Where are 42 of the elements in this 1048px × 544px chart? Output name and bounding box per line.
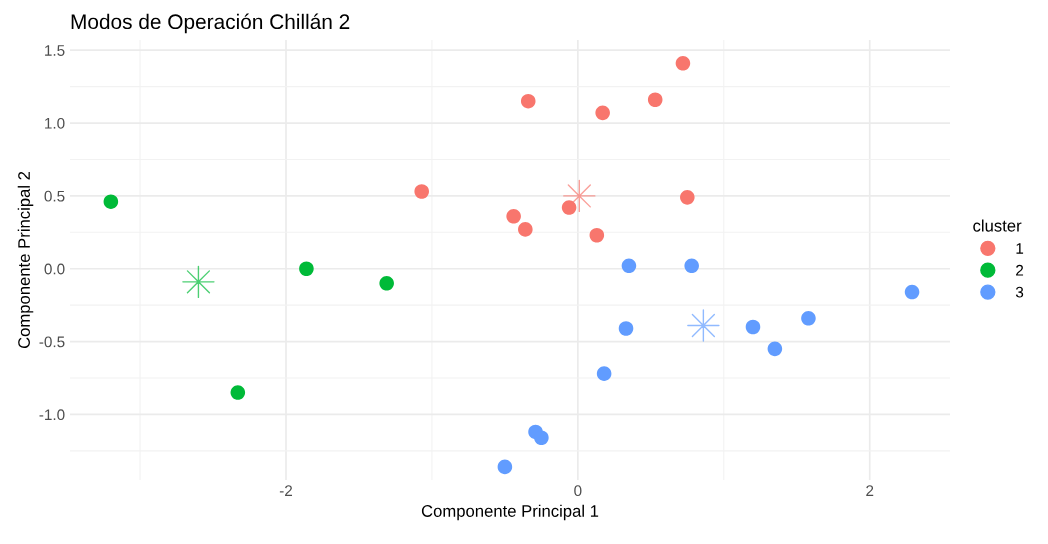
point	[647, 92, 663, 108]
point	[596, 366, 612, 381]
legend-label: 2	[1016, 264, 1024, 276]
point	[563, 179, 596, 213]
point	[299, 261, 314, 277]
y-axis-title: Componente Principal 2	[17, 171, 34, 349]
legend-label: 1	[1016, 243, 1024, 254]
point	[497, 459, 513, 475]
legend-label: 3	[1015, 286, 1024, 298]
point	[767, 341, 783, 357]
y-tick-label: 0.5	[44, 190, 65, 202]
point	[561, 200, 577, 215]
point	[680, 190, 695, 205]
point	[520, 93, 536, 109]
x-tick-label: 0	[574, 485, 582, 497]
x-tick-label: 2	[866, 485, 874, 496]
y-tick-label: -0.5	[39, 336, 65, 348]
y-tick-label: 0.0	[44, 263, 65, 275]
legend-title: cluster	[973, 219, 1022, 232]
point	[595, 105, 610, 121]
point	[518, 222, 533, 237]
point	[618, 321, 634, 336]
point	[675, 56, 691, 71]
point	[745, 319, 761, 335]
y-tick-label: 1.5	[45, 45, 65, 56]
point	[904, 284, 920, 300]
point	[230, 385, 246, 400]
x-tick-label: -2	[279, 485, 293, 496]
y-tick-label: 1.0	[45, 117, 65, 129]
x-axis-title: Componente Principal 1	[421, 504, 599, 521]
point	[506, 209, 521, 224]
chart-title: Modos de Operación Chillán 2	[71, 13, 350, 34]
point	[589, 227, 605, 243]
point	[414, 184, 429, 199]
point	[684, 258, 699, 274]
point	[801, 310, 816, 326]
point	[103, 194, 119, 210]
y-tick-label: -1.0	[39, 409, 65, 421]
point	[182, 265, 215, 299]
point	[621, 258, 637, 274]
point	[379, 276, 394, 291]
point	[534, 430, 549, 446]
